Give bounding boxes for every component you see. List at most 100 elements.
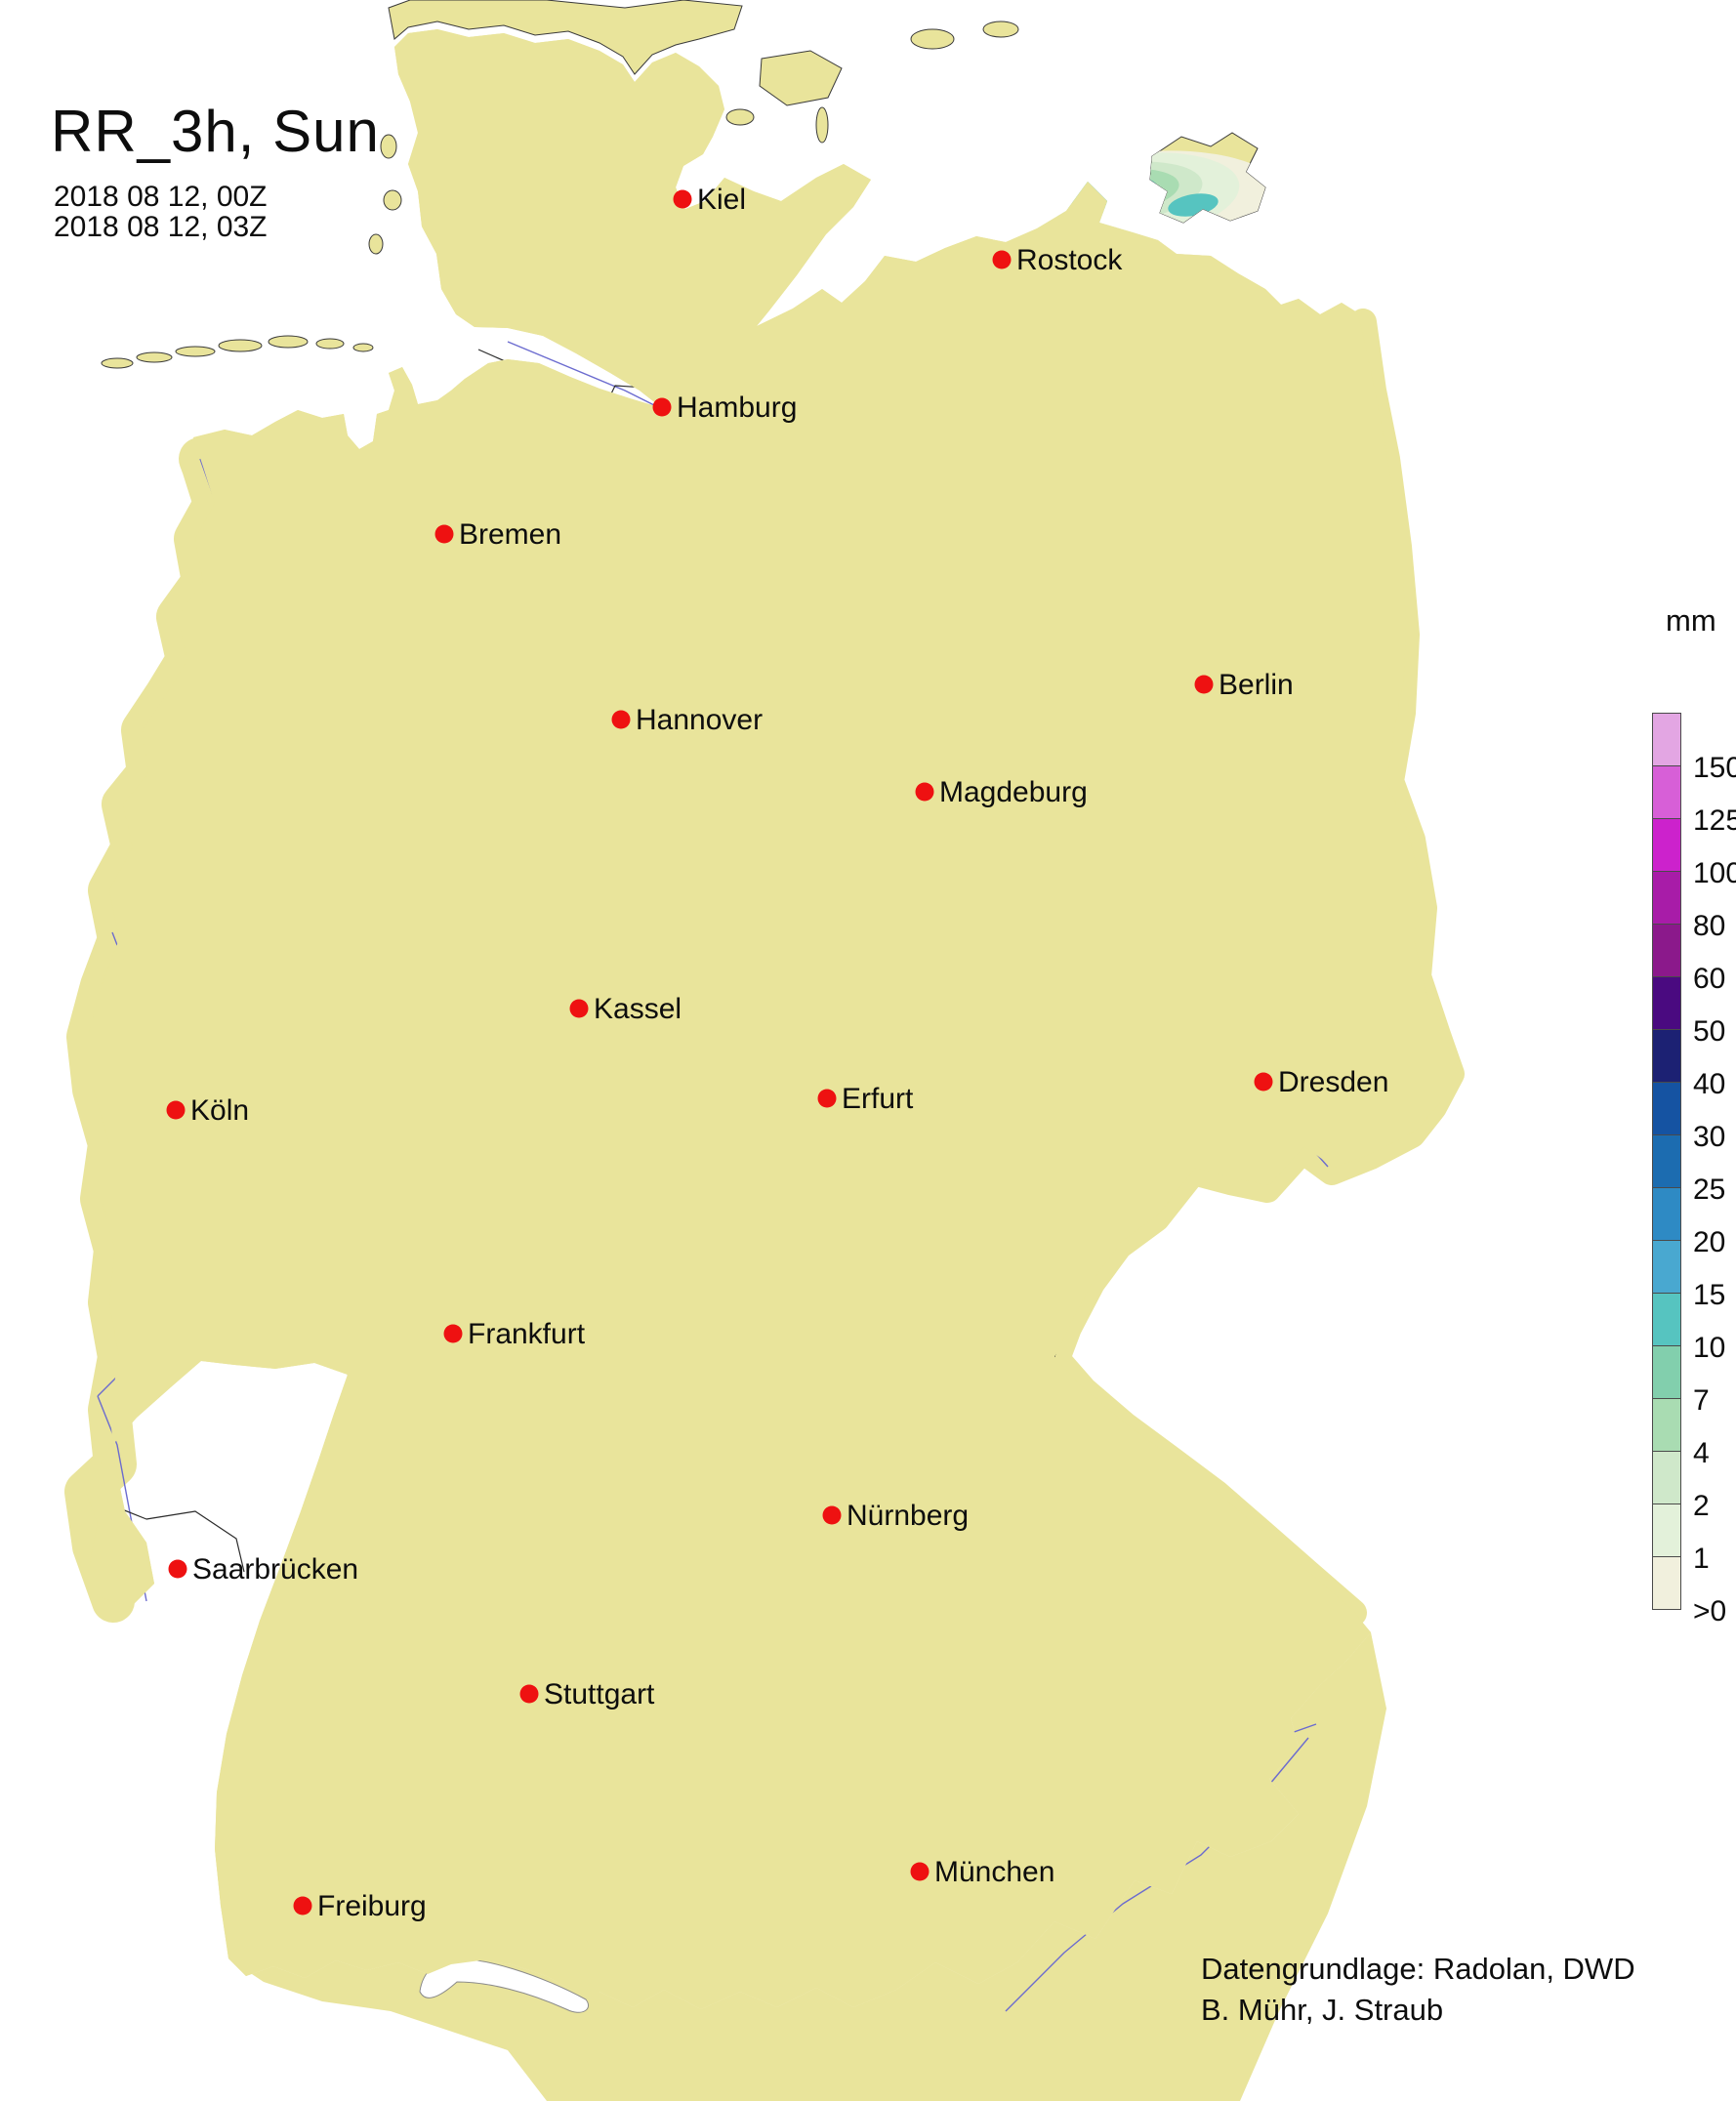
city-dot	[822, 1505, 842, 1525]
legend-colorbar	[1652, 713, 1681, 1610]
city-dot	[817, 1089, 837, 1108]
legend-label: 30	[1693, 1121, 1726, 1153]
bodensee-lake	[419, 1958, 589, 2013]
city-marker-kiel: Kiel	[673, 184, 746, 216]
city-label: Freiburg	[317, 1890, 427, 1922]
legend-label: 10	[1693, 1332, 1726, 1364]
danish-island-falster	[982, 21, 1019, 38]
city-dot	[652, 397, 672, 417]
city-label: Dresden	[1278, 1066, 1388, 1098]
city-marker-erfurt: Erfurt	[817, 1083, 914, 1115]
city-dot	[569, 999, 589, 1018]
city-label: Magdeburg	[939, 776, 1088, 808]
frisian-island	[175, 346, 216, 357]
colorbar-swatch	[1652, 1451, 1681, 1504]
city-dot	[1194, 675, 1214, 694]
jutland-peninsula	[388, 0, 743, 75]
legend-label: 50	[1693, 1015, 1726, 1048]
legend-label: 100	[1693, 857, 1736, 889]
city-dot	[910, 1862, 930, 1881]
date-start: 2018 08 12, 00Z	[54, 181, 268, 213]
city-dot	[1254, 1072, 1273, 1092]
legend-label: 80	[1693, 910, 1726, 942]
colorbar-swatch	[1652, 1556, 1681, 1610]
attribution: Datengrundlage: Radolan, DWD B. Mühr, J.…	[1201, 1949, 1635, 2031]
north-frisian-island	[380, 134, 397, 159]
city-marker-hamburg: Hamburg	[652, 391, 797, 424]
frisian-island	[136, 351, 173, 363]
attribution-source: Datengrundlage: Radolan, DWD	[1201, 1952, 1635, 1986]
frisian-island	[352, 343, 374, 352]
germany-national-border	[85, 28, 1458, 2010]
city-dot	[168, 1559, 187, 1579]
city-dot	[611, 710, 631, 729]
city-marker-frankfurt: Frankfurt	[443, 1318, 586, 1350]
legend-label: 150	[1693, 752, 1736, 784]
legend-label: 1	[1693, 1543, 1710, 1575]
danish-island-fyn	[759, 50, 843, 106]
frisian-island	[315, 338, 345, 350]
legend-label: 40	[1693, 1068, 1726, 1100]
frisian-island	[268, 335, 309, 349]
north-frisian-island	[383, 189, 402, 211]
city-label: Berlin	[1219, 669, 1294, 701]
legend-label: 25	[1693, 1174, 1726, 1206]
legend-label: 125	[1693, 804, 1736, 837]
city-marker-saarbrücken: Saarbrücken	[168, 1553, 358, 1586]
colorbar-swatch	[1652, 818, 1681, 872]
colorbar-swatch	[1652, 924, 1681, 977]
colorbar-swatch	[1652, 1398, 1681, 1452]
city-label: Köln	[190, 1094, 249, 1127]
city-marker-nürnberg: Nürnberg	[822, 1500, 969, 1532]
colorbar-swatch	[1652, 1504, 1681, 1557]
city-marker-stuttgart: Stuttgart	[519, 1678, 655, 1710]
city-label: Nürnberg	[847, 1500, 969, 1532]
city-marker-dresden: Dresden	[1254, 1066, 1388, 1098]
city-label: Rostock	[1016, 244, 1123, 276]
legend-label: 7	[1693, 1384, 1710, 1417]
danish-island-aeroe	[725, 108, 755, 126]
precipitation-cell	[707, 138, 836, 171]
colorbar-swatch	[1652, 1187, 1681, 1241]
colorbar-swatch	[1652, 1240, 1681, 1294]
city-marker-hannover: Hannover	[611, 704, 763, 736]
colorbar-swatch	[1652, 1345, 1681, 1399]
city-marker-münchen: München	[910, 1856, 1054, 1888]
date-end: 2018 08 12, 03Z	[54, 211, 268, 243]
city-label: München	[934, 1856, 1054, 1888]
city-label: Erfurt	[842, 1083, 914, 1115]
city-label: Frankfurt	[468, 1318, 586, 1350]
denmark-land	[388, 0, 1019, 144]
city-marker-köln: Köln	[166, 1094, 249, 1127]
city-marker-freiburg: Freiburg	[293, 1890, 427, 1922]
precipitation-cell	[820, 134, 890, 155]
city-marker-kassel: Kassel	[569, 993, 682, 1025]
colorbar-swatch	[1652, 871, 1681, 925]
colorbar-swatch	[1652, 1082, 1681, 1135]
frisian-island	[101, 357, 134, 369]
danish-island-langeland	[815, 106, 829, 144]
city-dot	[293, 1896, 312, 1916]
colorbar-swatch	[1652, 1293, 1681, 1346]
city-dot	[519, 1684, 539, 1704]
border-saarland	[97, 1499, 245, 1573]
cities-layer: Kiel Rostock Hamburg Bremen Hannover Berlin Ma…	[166, 184, 1388, 1922]
danish-island-lolland	[910, 28, 955, 50]
north-frisian-island	[368, 233, 384, 255]
legend-unit-label: mm	[1666, 603, 1716, 638]
map-date-range: 2018 08 12, 00Z 2018 08 12, 03Z	[54, 182, 268, 242]
city-dot	[434, 524, 454, 544]
colorbar-swatch	[1652, 976, 1681, 1030]
city-label: Kassel	[594, 993, 682, 1025]
city-marker-rostock: Rostock	[992, 244, 1123, 276]
legend-label: 20	[1693, 1226, 1726, 1258]
city-label: Hannover	[636, 704, 763, 736]
city-dot	[443, 1324, 463, 1343]
legend-label: 15	[1693, 1279, 1726, 1311]
city-dot	[915, 782, 934, 802]
city-dot	[673, 189, 692, 209]
colorbar-swatch	[1652, 1134, 1681, 1188]
colorbar-swatch	[1652, 1029, 1681, 1083]
city-dot	[166, 1100, 186, 1120]
